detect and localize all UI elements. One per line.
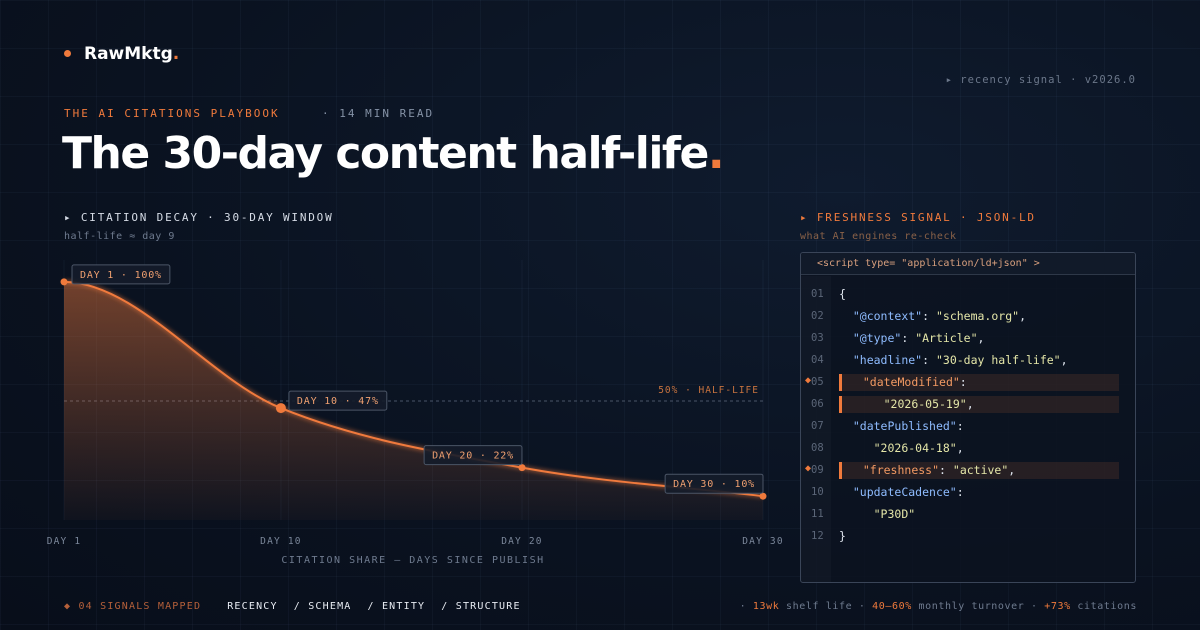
line-number: 07 — [811, 420, 824, 432]
line — [63, 280, 764, 498]
headline: The 30-day content half-life. — [62, 128, 725, 179]
chart-title: ▸ CITATION DECAY · 30-DAY WINDOW — [64, 211, 334, 224]
code-text: { — [839, 287, 846, 301]
point — [759, 492, 767, 500]
panel-subtitle: what AI engines re-check — [800, 231, 957, 242]
code-text: "headline": "30-day half-life", — [852, 353, 1068, 367]
code-line: 02 "@context": "schema.org", — [801, 308, 1135, 326]
line-number: 02 — [811, 310, 824, 322]
point — [275, 403, 286, 414]
code-text: "2026-04-18", — [873, 441, 964, 455]
line-highlight — [839, 462, 1119, 479]
signal-tag: / SCHEMA — [293, 601, 352, 612]
chart-subtitle: half-life ≈ day 9 — [64, 231, 175, 242]
signal-tag: / ENTITY — [367, 601, 426, 612]
code-line: 03 "@type": "Article", — [801, 330, 1135, 348]
line-number: 10 — [811, 486, 824, 498]
stat-text: monthly turnover — [918, 601, 1025, 612]
line-number: 06 — [811, 398, 824, 410]
line-number: 12 — [811, 530, 824, 542]
line-number: 11 — [811, 508, 824, 520]
annotation: DAY 20 · 22% — [423, 445, 523, 466]
stat-value: 40–60% — [872, 601, 912, 612]
brand-dot — [64, 50, 71, 57]
annotation-box — [423, 445, 523, 466]
value-label: DAY 30 · 10% — [673, 479, 755, 490]
annotation-box — [71, 264, 171, 285]
code-line: 11 "P30D" — [801, 506, 1135, 524]
code-text: "P30D" — [873, 507, 916, 521]
line-marker: ◆ — [805, 463, 812, 474]
code-line: 07 "datePublished": — [801, 418, 1135, 436]
brand: RawMktg. — [84, 44, 180, 64]
x-tick-label: DAY 20 — [501, 536, 543, 547]
value-label: DAY 20 · 22% — [432, 451, 514, 462]
code-text: "@type": "Article", — [852, 331, 985, 345]
point — [60, 278, 68, 286]
x-tick-label: DAY 10 — [260, 536, 302, 547]
x-tick-label: DAY 30 — [742, 536, 784, 547]
annotation: DAY 10 · 47% — [288, 390, 388, 411]
annotation-box — [288, 390, 388, 411]
x-tick-label: DAY 1 — [47, 536, 82, 547]
kicker: THE AI CITATIONS PLAYBOOK — [64, 107, 280, 120]
read-time: · 14 MIN READ — [322, 107, 435, 120]
panel-title: ▸ FRESHNESS SIGNAL · JSON-LD — [800, 211, 1036, 224]
line-number: 05 — [811, 376, 824, 388]
area — [64, 281, 763, 520]
code-text: } — [839, 529, 846, 543]
code-line: 09 "freshness": "active", ◆ — [801, 462, 1135, 480]
signal-tag: / STRUCTURE — [441, 601, 521, 612]
point — [518, 464, 526, 472]
code-line: 08 "2026-04-18", — [801, 440, 1135, 458]
code-panel: <script type= "application/ld+json" > 01… — [800, 252, 1136, 583]
chart: CITATION SHARE — DAYS SINCE PUBLISH DAY … — [47, 260, 784, 566]
signal-tag: RECENCY — [227, 601, 278, 612]
stat-value: 13wk — [752, 601, 780, 612]
line-highlight — [839, 374, 1119, 391]
version-tag: ▸ recency signal · v2026.0 — [945, 74, 1136, 86]
value-label: DAY 10 · 47% — [297, 396, 379, 407]
code-header: <script type= "application/ld+json" > — [801, 253, 1135, 275]
code-line: 04 "headline": "30-day half-life", — [801, 352, 1135, 370]
signals-count: ◆ 04 SIGNALS MAPPED — [64, 601, 202, 612]
x-axis-title: CITATION SHARE — DAYS SINCE PUBLISH — [281, 555, 544, 566]
code-text: "dateModified": — [862, 375, 967, 389]
code-text: "freshness": "active", — [862, 463, 1016, 477]
code-text: "@context": "schema.org", — [852, 309, 1026, 323]
value-label: DAY 1 · 100% — [80, 270, 162, 281]
code-line: 01 { — [801, 286, 1135, 304]
annotation: DAY 30 · 10% — [664, 473, 764, 494]
code-line: 06 "2026-05-19", — [801, 396, 1135, 414]
code-text: "updateCadence": — [852, 485, 964, 499]
stat-value: +73% — [1044, 601, 1071, 612]
annotation-box — [664, 473, 764, 494]
line-marker: ◆ — [805, 375, 812, 386]
code-line: 12} — [801, 528, 1135, 546]
annotation: DAY 1 · 100% — [71, 264, 171, 285]
code-line: 05 "dateModified": ◆ — [801, 374, 1135, 392]
line-number: 04 — [811, 354, 824, 366]
footer-stats: · 13wk shelf life · 40–60% monthly turno… — [739, 601, 1137, 612]
code-line: 10 "updateCadence": — [801, 484, 1135, 502]
line-highlight — [839, 396, 1119, 413]
line-number: 01 — [811, 288, 824, 300]
stat-text: shelf life — [786, 601, 853, 612]
stat-text: citations — [1077, 601, 1137, 612]
reference-label: 50% · HALF-LIFE — [658, 385, 759, 396]
footer-left: ◆ 04 SIGNALS MAPPED RECENCY / SCHEMA / ENT… — [64, 601, 537, 612]
line-number: 08 — [811, 442, 824, 454]
code-text: "datePublished": — [852, 419, 964, 433]
line-number: 03 — [811, 332, 824, 344]
line-number: 09 — [811, 464, 824, 476]
code-text: "2026-05-19", — [883, 397, 974, 411]
